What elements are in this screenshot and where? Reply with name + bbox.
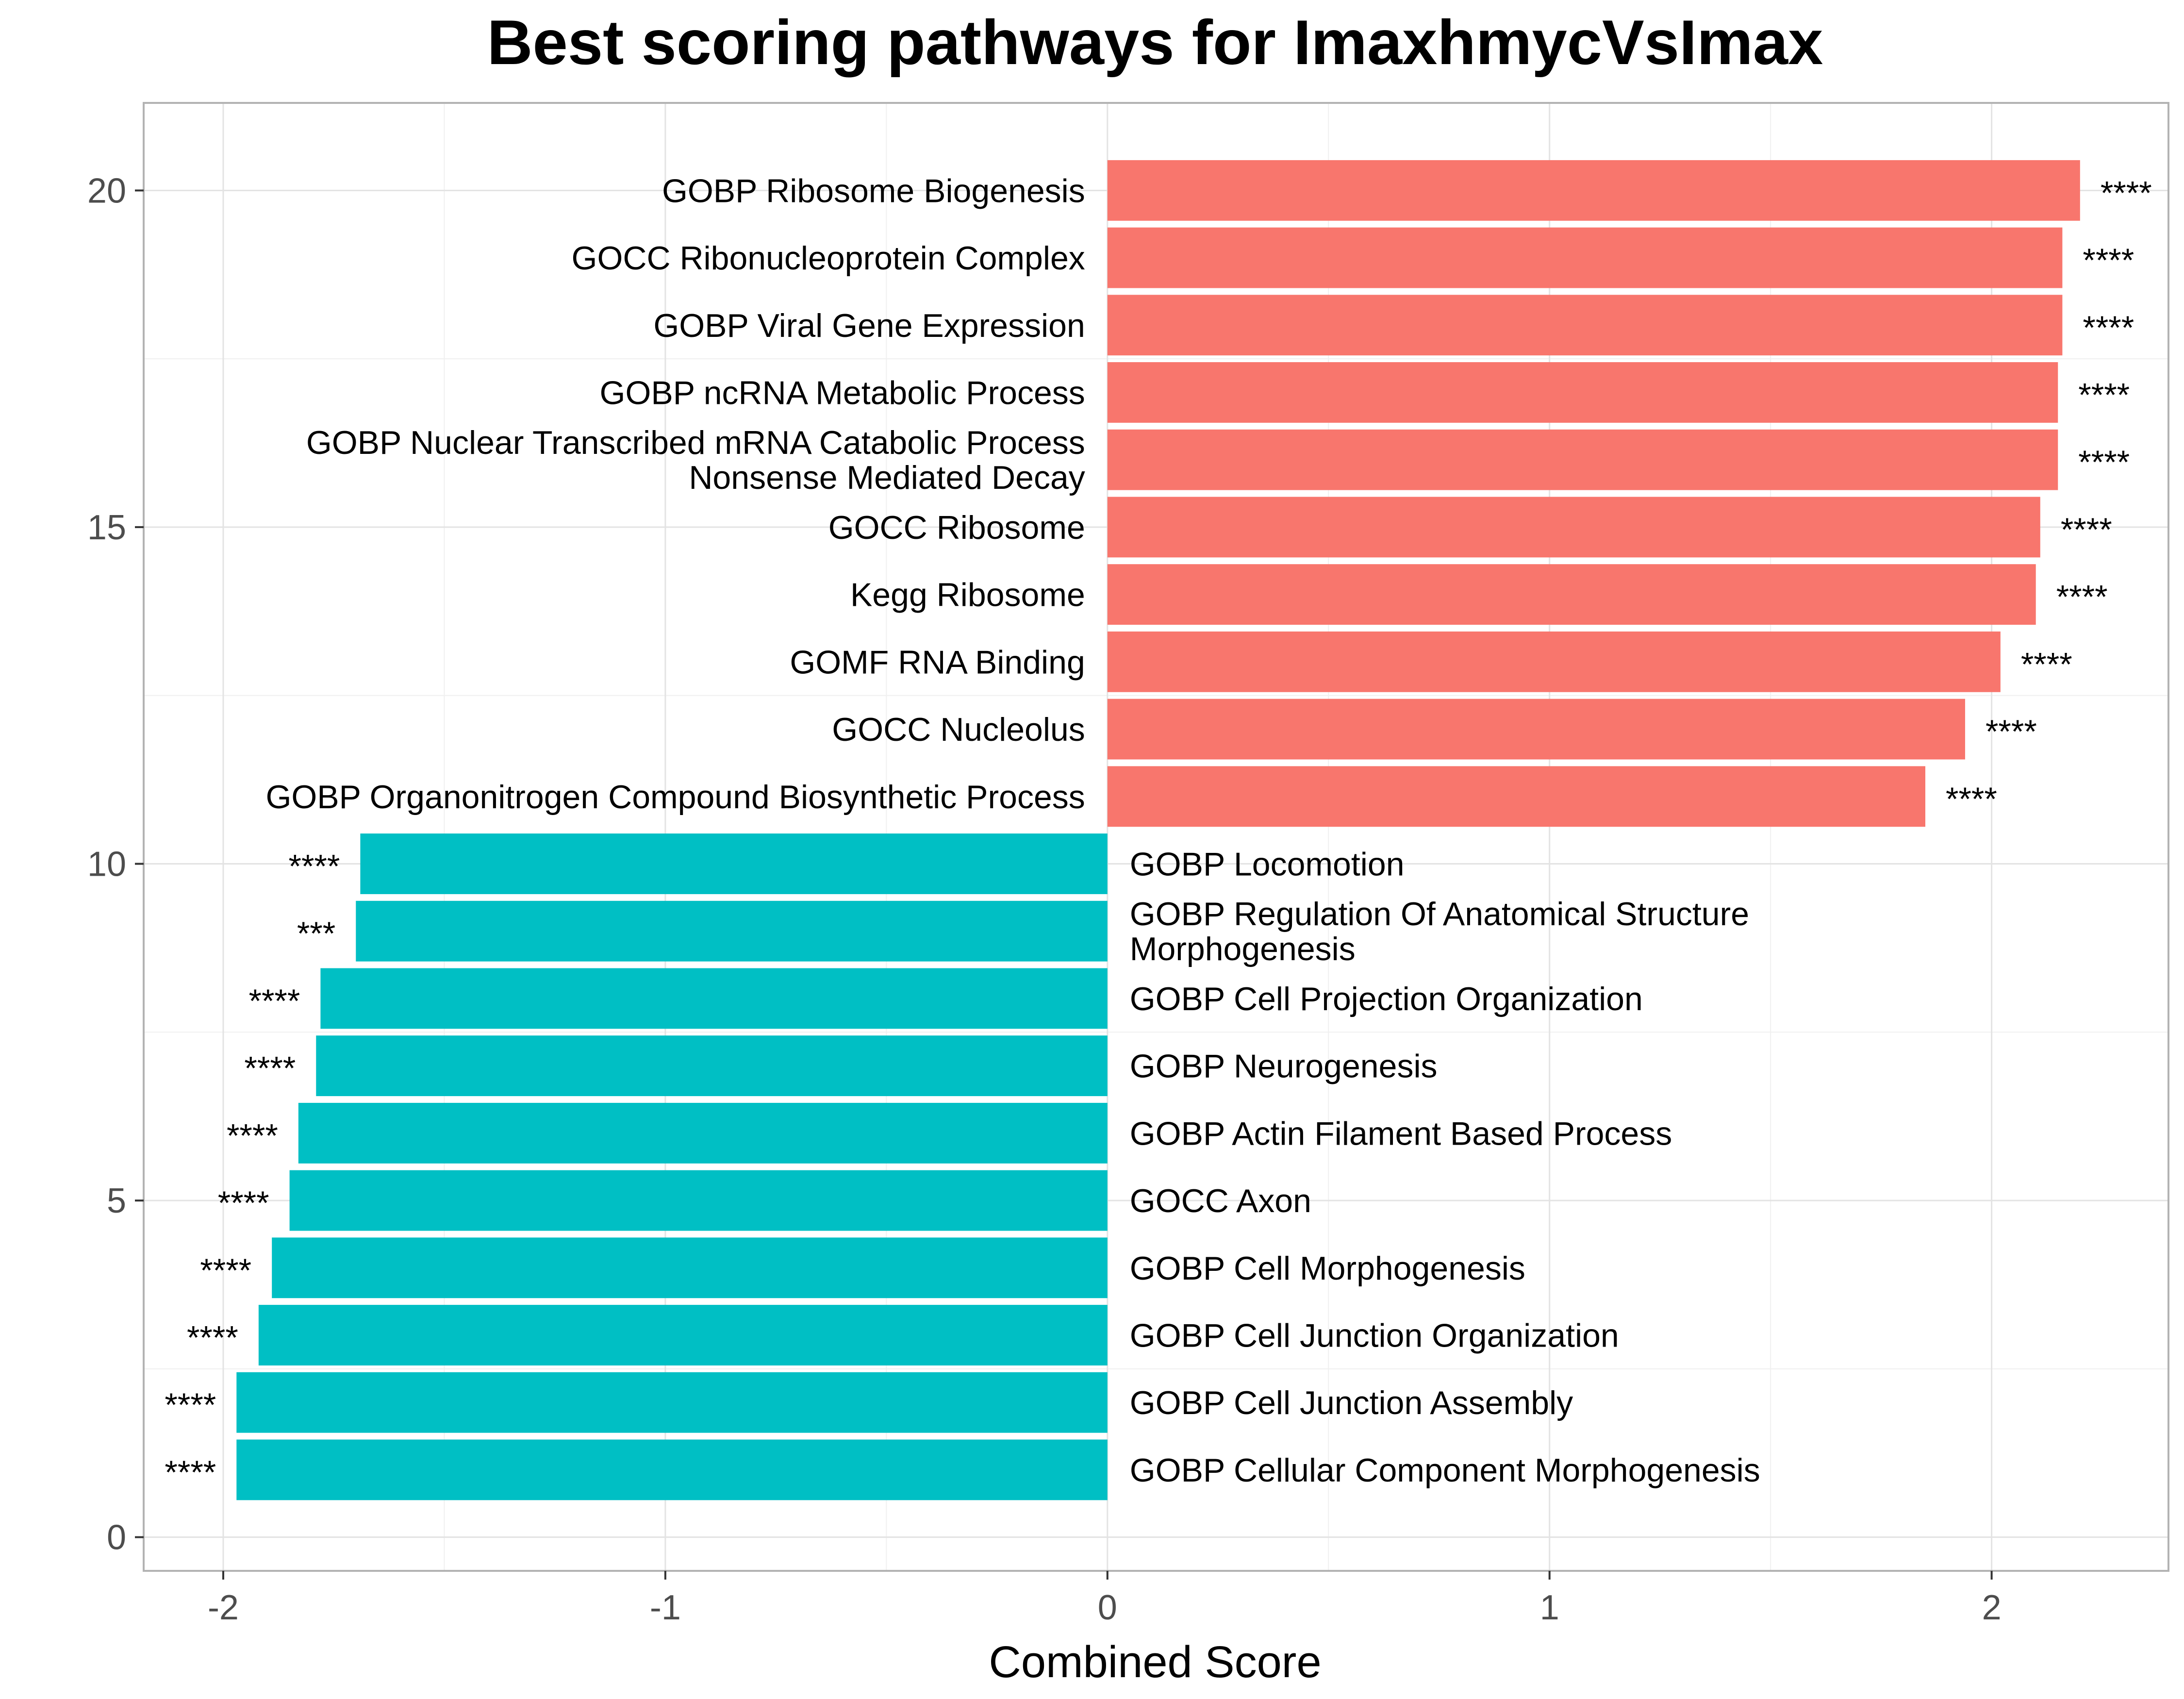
pathway-label: GOCC Axon bbox=[1130, 1183, 1311, 1219]
x-axis-title: Combined Score bbox=[989, 1637, 1321, 1687]
y-tick-label: 20 bbox=[87, 171, 126, 210]
negative-bar bbox=[258, 1305, 1108, 1366]
pathway-label: GOBP Cell Projection Organization bbox=[1130, 981, 1643, 1017]
significance-stars: **** bbox=[2078, 376, 2130, 413]
significance-stars: **** bbox=[187, 1319, 238, 1356]
pathway-label: GOBP Cellular Component Morphogenesis bbox=[1130, 1452, 1760, 1489]
x-tick-label: 0 bbox=[1098, 1588, 1117, 1627]
negative-bar bbox=[236, 1372, 1108, 1433]
positive-bar bbox=[1107, 497, 2040, 558]
positive-bar bbox=[1107, 564, 2036, 625]
significance-stars: **** bbox=[165, 1454, 216, 1491]
pathway-label: GOBP Organonitrogen Compound Biosyntheti… bbox=[265, 779, 1085, 816]
significance-stars: **** bbox=[2061, 511, 2112, 548]
pathway-label: GOBP Actin Filament Based Process bbox=[1130, 1115, 1672, 1152]
pathway-label: Nonsense Mediated Decay bbox=[689, 459, 1085, 496]
negative-bar bbox=[320, 968, 1108, 1029]
pathway-label: GOBP Nuclear Transcribed mRNA Catabolic … bbox=[306, 424, 1085, 461]
panel-border bbox=[143, 102, 2169, 1572]
chart-title: Best scoring pathways for ImaxhmycVsImax bbox=[487, 7, 1823, 78]
y-tick-label: 15 bbox=[87, 508, 126, 547]
pathway-label: GOBP Cell Junction Assembly bbox=[1130, 1384, 1573, 1421]
pathway-label: GOCC Ribonucleoprotein Complex bbox=[572, 240, 1085, 277]
x-tick-label: 1 bbox=[1540, 1588, 1559, 1627]
negative-bar bbox=[316, 1035, 1108, 1097]
negative-bar bbox=[236, 1439, 1108, 1500]
pathway-label: GOCC Nucleolus bbox=[832, 711, 1085, 748]
positive-bar bbox=[1107, 766, 1925, 827]
positive-bar bbox=[1107, 429, 2058, 490]
pathway-label: GOBP Ribosome Biogenesis bbox=[662, 172, 1085, 209]
significance-stars: **** bbox=[2083, 309, 2134, 346]
negative-bar bbox=[356, 900, 1108, 962]
y-tick-label: 10 bbox=[87, 845, 126, 883]
pathway-label: GOBP Cell Morphogenesis bbox=[1130, 1250, 1525, 1287]
pathway-label: GOBP Neurogenesis bbox=[1130, 1048, 1438, 1085]
positive-bar bbox=[1107, 362, 2058, 423]
significance-stars: **** bbox=[1946, 781, 1997, 817]
significance-stars: **** bbox=[2078, 444, 2130, 481]
significance-stars: **** bbox=[227, 1117, 278, 1154]
pathway-label: GOBP Regulation Of Anatomical Structure bbox=[1130, 896, 1749, 933]
significance-stars: **** bbox=[2056, 579, 2108, 616]
positive-bar bbox=[1107, 227, 2063, 288]
negative-bar bbox=[289, 1170, 1108, 1231]
negative-bar bbox=[360, 833, 1108, 894]
significance-stars: **** bbox=[249, 983, 300, 1019]
significance-stars: **** bbox=[218, 1184, 269, 1221]
significance-stars: **** bbox=[288, 848, 340, 884]
negative-bar bbox=[298, 1102, 1108, 1164]
pathway-label: GOBP ncRNA Metabolic Process bbox=[600, 374, 1085, 411]
negative-bar bbox=[272, 1237, 1108, 1299]
x-tick-label: 2 bbox=[1982, 1588, 2002, 1627]
significance-stars: **** bbox=[1985, 713, 2037, 750]
significance-stars: **** bbox=[2083, 242, 2134, 279]
positive-bar bbox=[1107, 160, 2080, 221]
significance-stars: **** bbox=[165, 1386, 216, 1423]
significance-stars: **** bbox=[2021, 646, 2072, 683]
pathway-label: GOMF RNA Binding bbox=[790, 644, 1085, 681]
significance-stars: **** bbox=[244, 1050, 296, 1087]
positive-bar bbox=[1107, 699, 1965, 760]
pathway-label: GOBP Locomotion bbox=[1130, 846, 1405, 883]
x-tick-label: -1 bbox=[650, 1588, 681, 1627]
significance-stars: *** bbox=[297, 915, 335, 952]
pathway-label: GOCC Ribosome bbox=[828, 509, 1085, 546]
x-tick-label: -2 bbox=[208, 1588, 239, 1627]
pathway-label: GOBP Cell Junction Organization bbox=[1130, 1317, 1619, 1354]
positive-bar bbox=[1107, 295, 2063, 356]
pathway-label: Morphogenesis bbox=[1130, 931, 1356, 967]
significance-stars: **** bbox=[200, 1252, 251, 1289]
bars bbox=[236, 160, 2080, 1500]
significance-stars: **** bbox=[2101, 174, 2152, 211]
y-tick-label: 0 bbox=[107, 1518, 126, 1557]
pathway-label: GOBP Viral Gene Expression bbox=[653, 307, 1085, 344]
bar-labels: GOBP Ribosome Biogenesis **** GOCC Ribonuc… bbox=[165, 172, 2151, 1491]
y-tick-label: 5 bbox=[107, 1182, 126, 1220]
positive-bar bbox=[1107, 631, 2001, 692]
pathway-label: Kegg Ribosome bbox=[850, 577, 1085, 614]
